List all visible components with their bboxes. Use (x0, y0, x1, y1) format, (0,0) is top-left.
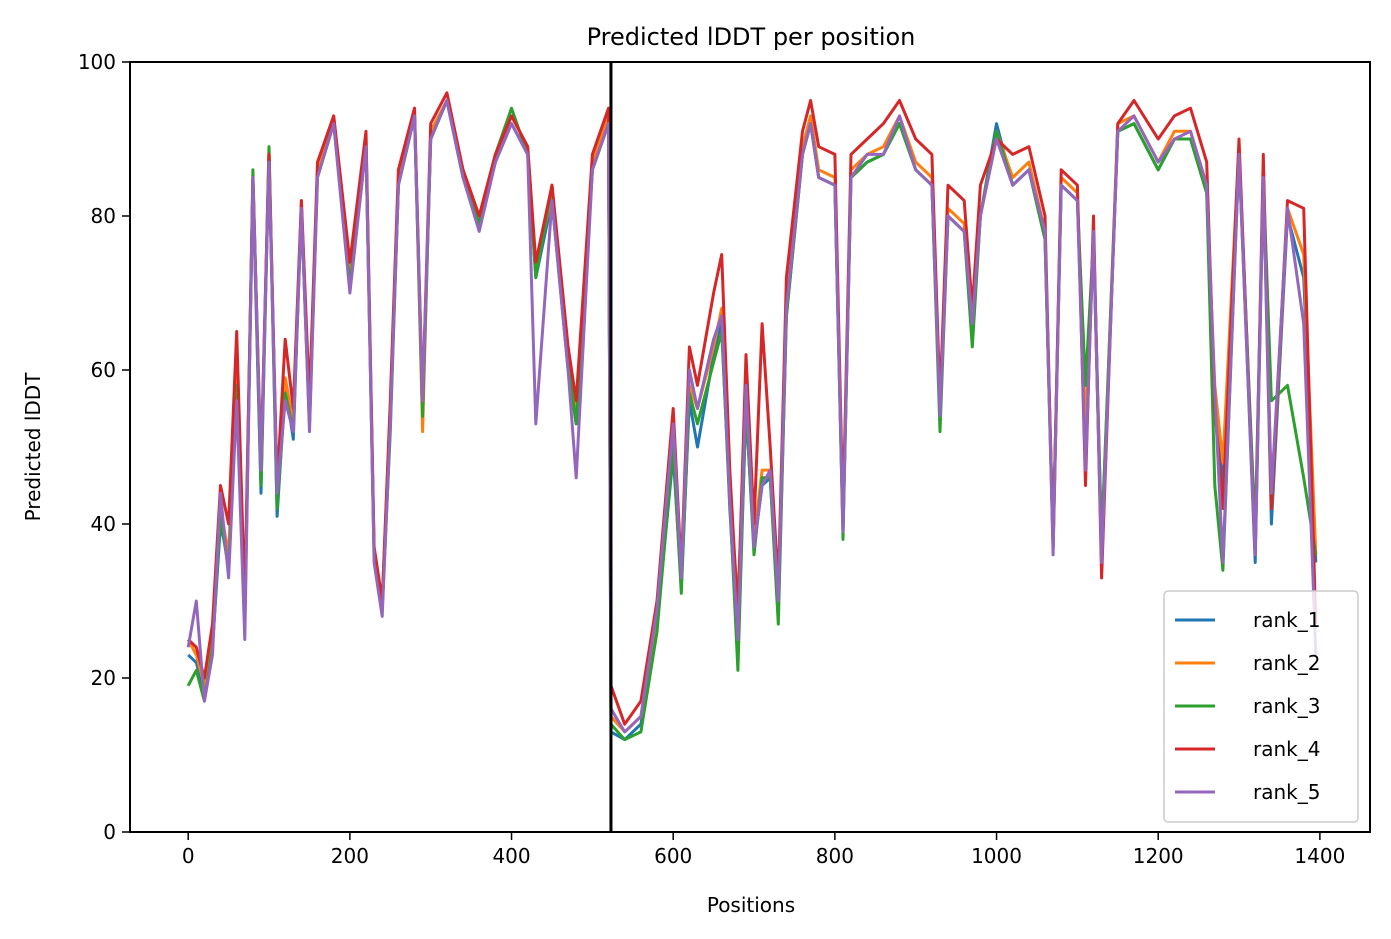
y-axis: 0 20 40 60 80 100 (78, 50, 130, 844)
plot-frame (129, 61, 1371, 833)
y-axis-label: Predicted lDDT (21, 372, 45, 522)
x-tick-label: 1400 (1294, 844, 1345, 868)
x-tick-label: 0 (182, 844, 195, 868)
x-tick-label: 200 (331, 844, 369, 868)
legend-box (1163, 590, 1359, 823)
legend-label-rank_2: rank_2 (1253, 651, 1320, 675)
series-line-rank_5 (186, 99, 1318, 734)
series-layer (186, 91, 1318, 742)
legend: rank_1 rank_2 rank_3 rank_4 rank_5 (1163, 590, 1359, 823)
legend-label-rank_3: rank_3 (1253, 694, 1320, 718)
y-tick-label: 60 (91, 358, 116, 382)
y-tick-label: 100 (78, 50, 116, 74)
x-tick-label: 1000 (971, 844, 1022, 868)
y-tick-label: 20 (91, 666, 116, 690)
x-tick-label: 800 (816, 844, 854, 868)
x-tick-label: 600 (654, 844, 692, 868)
x-tick-label: 400 (492, 844, 530, 868)
y-tick-label: 80 (91, 204, 116, 228)
x-axis: 0 200 400 600 800 1000 1200 1400 (182, 832, 1345, 868)
chart-title: Predicted lDDT per position (587, 23, 916, 51)
x-axis-label: Positions (707, 893, 795, 917)
legend-entries: rank_1 rank_2 rank_3 rank_4 rank_5 (1175, 608, 1320, 804)
legend-label-rank_5: rank_5 (1253, 780, 1320, 804)
series-line-rank_4 (187, 91, 1318, 726)
y-tick-label: 40 (91, 512, 116, 536)
legend-label-rank_4: rank_4 (1253, 737, 1320, 761)
legend-label-rank_1: rank_1 (1253, 608, 1320, 632)
x-tick-label: 1200 (1133, 844, 1184, 868)
y-tick-label: 0 (103, 820, 116, 844)
